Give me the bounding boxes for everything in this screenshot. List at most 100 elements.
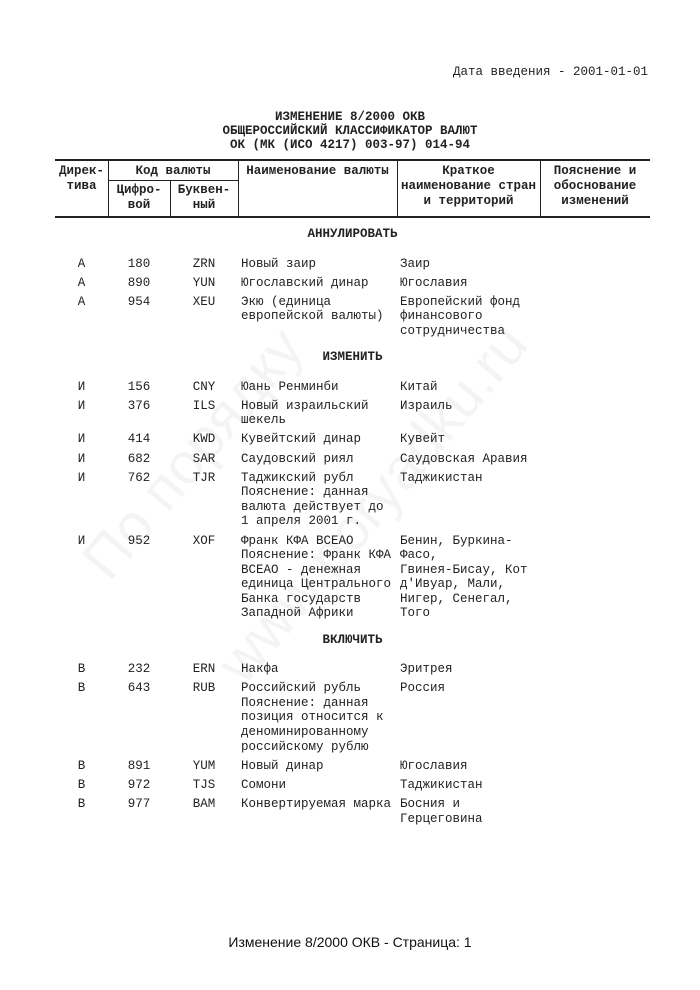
- currency-name-cell: Накфа: [241, 662, 279, 677]
- note-cell: [540, 276, 650, 295]
- numeric-code-cell: 762: [127, 470, 151, 485]
- table-row: И 952 XOF Франк КФА ВСЕАО Пояснение: Франк …: [55, 534, 650, 626]
- country-cell: Таджикистан: [400, 470, 483, 485]
- country-cell: Китай: [400, 379, 438, 394]
- section-row: АННУЛИРОВАТЬ: [55, 220, 650, 257]
- table-header: Дирек- тива Код валюты Цифро- вой Буквен…: [55, 159, 650, 218]
- table-row: И 156 CNY Юань Ренминби Китай: [55, 380, 650, 399]
- numeric-code-cell: 156: [127, 379, 151, 394]
- directive-cell: А: [77, 275, 86, 290]
- header-directive: Дирек- тива: [58, 164, 104, 193]
- alpha-code-cell: YUM: [192, 758, 216, 773]
- table-body: АННУЛИРОВАТЬ А 180 ZRN Новый заир Заир А 890 YUN…: [55, 220, 650, 831]
- header-currency-code: Код валюты: [135, 164, 211, 178]
- note-cell: [540, 797, 650, 831]
- country-cell: Босния и Герцеговина: [400, 796, 483, 826]
- currency-name-cell: Франк КФА ВСЕАО Пояснение: Франк КФА ВСЕ…: [241, 533, 392, 621]
- currency-name-cell: Новый динар: [241, 758, 324, 773]
- note-cell: [540, 534, 650, 626]
- document-title: ИЗМЕНЕНИЕ 8/2000 ОКВ ОБЩЕРОССИЙСКИЙ КЛАС…: [0, 110, 700, 152]
- note-cell: [540, 471, 650, 534]
- section-row: ВКЛЮЧИТЬ: [55, 626, 650, 663]
- country-cell: Европейский фонд финансового сотрудничес…: [400, 294, 521, 338]
- currency-name-cell: Новый заир: [241, 256, 317, 271]
- currency-name-cell: Сомони: [241, 777, 287, 792]
- country-cell: Саудовская Аравия: [400, 451, 528, 466]
- table-row: И 376 ILS Новый израильский шекель Израиль: [55, 399, 650, 433]
- directive-cell: А: [77, 256, 86, 271]
- table-row: А 180 ZRN Новый заир Заир: [55, 257, 650, 276]
- currency-name-cell: Юань Ренминби: [241, 379, 339, 394]
- title-line: ОК (МК (ИСО 4217) 003-97) 014-94: [229, 138, 471, 152]
- section-title: АННУЛИРОВАТЬ: [307, 227, 398, 241]
- currency-name-cell: Российский рубль Пояснение: данная позиц…: [241, 681, 384, 754]
- country-cell: Заир: [400, 256, 431, 271]
- numeric-code-cell: 890: [127, 275, 151, 290]
- currency-name-cell: Югославский динар: [241, 275, 369, 290]
- numeric-code-cell: 414: [127, 432, 151, 447]
- page-footer: Изменение 8/2000 ОКВ - Страница: 1: [228, 934, 472, 950]
- title-line: ОБЩЕРОССИЙСКИЙ КЛАССИФИКАТОР ВАЛЮТ: [222, 124, 478, 138]
- note-cell: [540, 432, 650, 451]
- note-cell: [540, 662, 650, 681]
- currency-name-cell: Конвертируемая марка: [241, 796, 392, 811]
- section-title: ВКЛЮЧИТЬ: [322, 632, 383, 647]
- alpha-code-cell: SAR: [192, 451, 216, 466]
- header-note: Пояснение и обоснование изменений: [553, 164, 637, 208]
- directive-cell: И: [77, 533, 86, 548]
- directive-cell: А: [77, 294, 86, 309]
- introduction-date: Дата введения - 2001-01-01: [452, 65, 648, 79]
- directive-cell: В: [77, 681, 86, 696]
- directive-cell: В: [77, 662, 86, 677]
- table-row: А 890 YUN Югославский динар Югославия: [55, 276, 650, 295]
- numeric-code-cell: 180: [127, 256, 151, 271]
- country-cell: Россия: [400, 681, 446, 696]
- currency-name-cell: Экю (единица европейской валюты): [241, 294, 384, 324]
- country-cell: Югославия: [400, 758, 468, 773]
- alpha-code-cell: RUB: [192, 681, 216, 696]
- header-country: Краткое наименование стран и территорий: [400, 164, 537, 208]
- note-cell: [540, 380, 650, 399]
- numeric-code-cell: 952: [127, 533, 151, 548]
- directive-cell: И: [77, 379, 86, 394]
- table-row: И 762 TJR Таджикский рубл Пояснение: данная…: [55, 471, 650, 534]
- directive-cell: В: [77, 777, 86, 792]
- table-row: В 232 ERN Накфа Эритрея: [55, 662, 650, 681]
- numeric-code-cell: 954: [127, 294, 151, 309]
- alpha-code-cell: BAM: [192, 796, 216, 811]
- directive-cell: И: [77, 432, 86, 447]
- currency-name-cell: Кувейтский динар: [241, 432, 362, 447]
- alpha-code-cell: TJS: [192, 777, 216, 792]
- note-cell: [540, 399, 650, 433]
- numeric-code-cell: 232: [127, 662, 151, 677]
- directive-cell: И: [77, 398, 86, 413]
- note-cell: [540, 295, 650, 343]
- table-row: В 891 YUM Новый динар Югославия: [55, 759, 650, 778]
- alpha-code-cell: XEU: [192, 294, 216, 309]
- header-numeric-code: Цифро- вой: [116, 183, 162, 212]
- directive-cell: В: [77, 796, 86, 811]
- note-cell: [540, 452, 650, 471]
- header-alpha-code: Буквен- ный: [177, 183, 231, 212]
- numeric-code-cell: 682: [127, 451, 151, 466]
- alpha-code-cell: TJR: [192, 470, 216, 485]
- alpha-code-cell: ERN: [192, 662, 216, 677]
- currency-name-cell: Саудовский риял: [241, 451, 354, 466]
- directive-cell: И: [77, 470, 86, 485]
- table-row: А 954 XEU Экю (единица европейской валюты) Е…: [55, 295, 650, 343]
- currency-name-cell: Новый израильский шекель: [241, 398, 369, 428]
- note-cell: [540, 778, 650, 797]
- country-cell: Кувейт: [400, 432, 446, 447]
- country-cell: Израиль: [400, 398, 453, 413]
- table-row: В 643 RUB Российский рубль Пояснение: данна…: [55, 681, 650, 758]
- table-row: В 977 BAM Конвертируемая марка Босния и Герц…: [55, 797, 650, 831]
- alpha-code-cell: ILS: [192, 398, 216, 413]
- currency-name-cell: Таджикский рубл Пояснение: данная валюта…: [241, 470, 384, 529]
- note-cell: [540, 759, 650, 778]
- directive-cell: И: [77, 451, 86, 466]
- section-title: ИЗМЕНИТЬ: [322, 350, 383, 365]
- country-cell: Таджикистан: [400, 777, 483, 792]
- numeric-code-cell: 376: [127, 398, 151, 413]
- table-row: И 682 SAR Саудовский риял Саудовская Аравия: [55, 452, 650, 471]
- numeric-code-cell: 891: [127, 758, 151, 773]
